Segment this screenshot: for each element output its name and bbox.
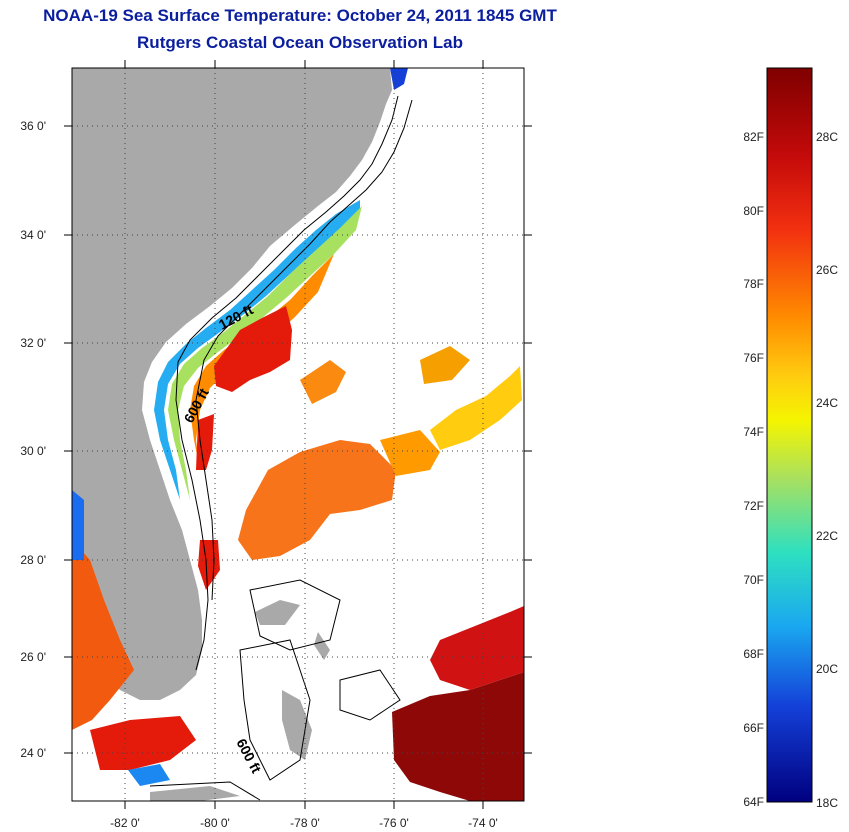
sst-offshore-orange-2 bbox=[300, 360, 346, 404]
sst-keys-red bbox=[90, 716, 196, 770]
colorbar-label-76f: 76F bbox=[743, 351, 764, 365]
colorbar-label-18c: 18C bbox=[816, 796, 839, 810]
lat-label-28: 28 0' bbox=[20, 553, 46, 567]
colorbar-label-28c: 28C bbox=[816, 130, 839, 144]
colorbar-label-20c: 20C bbox=[816, 662, 839, 676]
lat-label-26: 26 0' bbox=[20, 650, 46, 664]
lat-label-36: 36 0' bbox=[20, 119, 46, 133]
colorbar-label-68f: 68F bbox=[743, 647, 764, 661]
colorbar-label-64f: 64F bbox=[743, 795, 764, 809]
colorbar-label-70f: 70F bbox=[743, 573, 764, 587]
sst-keys-blue bbox=[128, 764, 170, 786]
lat-label-30: 30 0' bbox=[20, 444, 46, 458]
map-frame bbox=[71, 67, 525, 802]
sst-coastal-orange bbox=[190, 254, 334, 470]
land-cuba bbox=[150, 786, 240, 801]
map-title: NOAA-19 Sea Surface Temperature: October… bbox=[43, 6, 557, 25]
land-bahamas-andros bbox=[282, 690, 312, 760]
colorbar-label-66f: 66F bbox=[743, 721, 764, 735]
colorbar-label-26c: 26C bbox=[816, 263, 839, 277]
lon-label-74: -74 0' bbox=[468, 816, 498, 830]
lon-label-78: -78 0' bbox=[290, 816, 320, 830]
colorbar bbox=[766, 67, 813, 803]
sst-gulfstream-red-2 bbox=[196, 414, 214, 470]
sst-south-red bbox=[430, 606, 524, 690]
isobath-contours bbox=[149, 95, 413, 801]
colorbar-label-74f: 74F bbox=[743, 425, 764, 439]
lon-label-82: -82 0' bbox=[110, 816, 140, 830]
graticule bbox=[72, 68, 524, 801]
axis-ticks bbox=[64, 60, 532, 809]
lon-label-76: -76 0' bbox=[379, 816, 409, 830]
colorbar-label-78f: 78F bbox=[743, 277, 764, 291]
colorbar-label-24c: 24C bbox=[816, 396, 839, 410]
lon-label-80: -80 0' bbox=[200, 816, 230, 830]
sst-offshore-orange-3 bbox=[380, 430, 440, 476]
colorbar-label-72f: 72F bbox=[743, 499, 764, 513]
colorbar-label-80f: 80F bbox=[743, 204, 764, 218]
sst-offshore-yellow-2 bbox=[420, 346, 470, 384]
land-abaco bbox=[314, 632, 330, 660]
sst-south-darkred bbox=[392, 672, 524, 801]
colorbar-label-82f: 82F bbox=[743, 130, 764, 144]
sst-gulfstream-red-3 bbox=[198, 540, 220, 590]
lat-label-34: 34 0' bbox=[20, 228, 46, 242]
sst-west-florida-shelf bbox=[72, 540, 134, 730]
sst-gulfstream-red bbox=[214, 306, 292, 392]
lat-label-32: 32 0' bbox=[20, 336, 46, 350]
map-subtitle: Rutgers Coastal Ocean Observation Lab bbox=[137, 33, 463, 52]
lat-label-24: 24 0' bbox=[20, 746, 46, 760]
land-grand-bahama bbox=[255, 600, 300, 625]
colorbar-label-22c: 22C bbox=[816, 529, 839, 543]
sst-offshore-yellow bbox=[430, 366, 522, 450]
sst-west-blue bbox=[72, 490, 84, 560]
land-mainland bbox=[72, 68, 392, 700]
sst-offshore-orange bbox=[238, 440, 396, 560]
